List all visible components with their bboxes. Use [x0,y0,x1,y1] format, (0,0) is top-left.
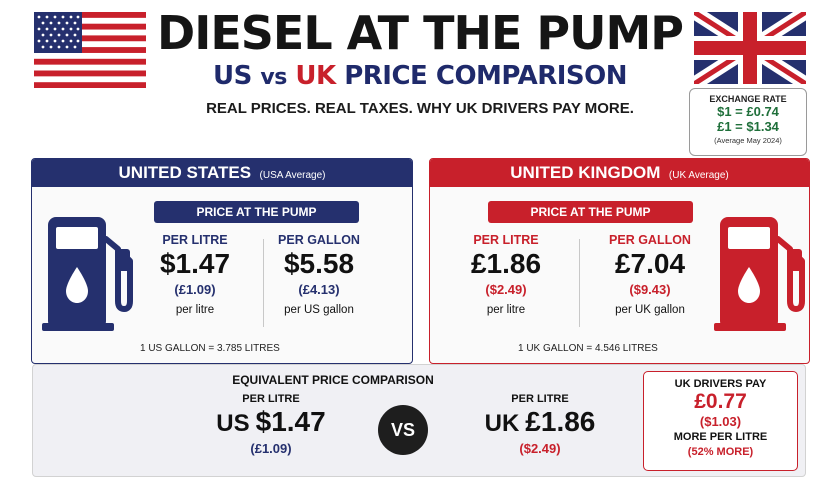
us-per-gallon-conv: (£4.13) [298,282,340,297]
us-panel-header: UNITED STATES (USA Average) [32,159,412,187]
comparison-uk: PER LITRE UK £1.86 ($2.49) [465,393,615,456]
us-per-gallon-price: $5.58 [283,248,355,279]
us-flag-icon [34,12,146,88]
us-per-gallon-label: PER GALLON [278,233,360,247]
equivalent-comparison: EQUIVALENT PRICE COMPARISON PER LITRE US… [32,364,806,477]
us-panel-subtitle: (USA Average) [259,170,326,181]
uk-pays-heading: UK DRIVERS PAY [674,378,767,390]
uk-flag-icon [694,12,806,84]
comparison-uk-code: UK [484,410,520,437]
comparison-us-conv: (£1.09) [250,441,292,456]
uk-per-litre-label: PER LITRE [473,233,539,247]
fuel-pump-icon [42,217,133,331]
subtitle-uk: UK [295,61,336,91]
uk-divider [579,239,580,327]
comparison-uk-conv: ($2.49) [519,441,561,456]
uk-per-litre: PER LITRE £1.86 ($2.49) per litre [446,233,566,316]
uk-pays-more: MORE PER LITRE [673,431,768,443]
uk-price-at-pump-pill: PRICE AT THE PUMP [488,201,693,223]
comparison-us: PER LITRE US $1.47 (£1.09) [201,393,341,456]
comparison-uk-value: UK £1.86 [465,405,615,441]
tagline: REAL PRICES. REAL TAXES. WHY UK DRIVERS … [206,100,634,117]
page-title: DIESEL AT THE PUMP [157,6,684,60]
comparison-heading: EQUIVALENT PRICE COMPARISON [232,373,434,387]
uk-panel: UNITED KINGDOM (UK Average) PRICE AT THE… [429,158,810,364]
exchange-rate-heading: EXCHANGE RATE [709,94,787,104]
uk-drivers-pay-box: UK DRIVERS PAY £0.77 ($1.03) MORE PER LI… [643,371,798,471]
us-per-litre-price: $1.47 [159,248,231,279]
us-per-litre-conv: (£1.09) [174,282,216,297]
uk-per-gallon-conv: ($9.43) [629,282,671,297]
us-per-gallon: PER GALLON $5.58 (£4.13) per US gallon [259,233,379,316]
us-per-litre-unit: per litre [175,304,215,316]
exchange-rate-usd: $1 = £0.74 [717,104,779,119]
comparison-uk-price: £1.86 [525,406,596,437]
uk-panel-subtitle: (UK Average) [668,170,729,181]
exchange-rate-gbp: £1 = $1.34 [717,119,779,134]
us-per-litre: PER LITRE $1.47 (£1.09) per litre [135,233,255,316]
comparison-us-value: US $1.47 [201,405,341,441]
exchange-rate-note: (Average May 2024) [714,136,782,145]
uk-pays-amount-conv: ($1.03) [699,414,742,429]
us-per-gallon-unit: per US gallon [284,304,354,316]
us-per-litre-label: PER LITRE [162,233,228,247]
uk-pays-amount: £0.77 [694,390,747,413]
page-subtitle: US vs UK PRICE COMPARISON [150,60,690,94]
uk-panel-header: UNITED KINGDOM (UK Average) [430,159,809,187]
uk-per-litre-price: £1.86 [470,248,542,279]
comparison-us-label: PER LITRE [242,393,300,405]
uk-per-gallon-price: £7.04 [614,248,686,279]
us-panel-title: UNITED STATES [118,163,252,182]
uk-per-litre-unit: per litre [486,304,526,316]
us-price-at-pump-pill: PRICE AT THE PUMP [154,201,359,223]
exchange-rate-box: EXCHANGE RATE $1 = £0.74 £1 = $1.34 (Ave… [689,88,807,156]
uk-per-gallon-unit: per UK gallon [615,304,685,316]
comparison-us-price: $1.47 [255,406,326,437]
subtitle-us: US [212,61,252,91]
uk-per-litre-conv: ($2.49) [485,282,527,297]
subtitle-vs: vs [260,65,287,90]
vs-badge: VS [378,405,428,455]
us-gallon-note: 1 US GALLON = 3.785 LITRES [140,343,280,354]
subtitle-rest: PRICE COMPARISON [344,61,627,91]
us-panel: UNITED STATES (USA Average) PRICE AT THE… [31,158,413,364]
comparison-uk-label: PER LITRE [511,393,569,405]
fuel-pump-icon [714,217,805,331]
uk-pays-percent: (52% MORE) [687,446,754,458]
uk-gallon-note: 1 UK GALLON = 4.546 LITRES [518,343,658,354]
us-divider [263,239,264,327]
comparison-us-code: US [216,410,250,437]
uk-per-gallon: PER GALLON £7.04 ($9.43) per UK gallon [590,233,710,316]
uk-panel-title: UNITED KINGDOM [510,163,661,182]
uk-per-gallon-label: PER GALLON [609,233,691,247]
